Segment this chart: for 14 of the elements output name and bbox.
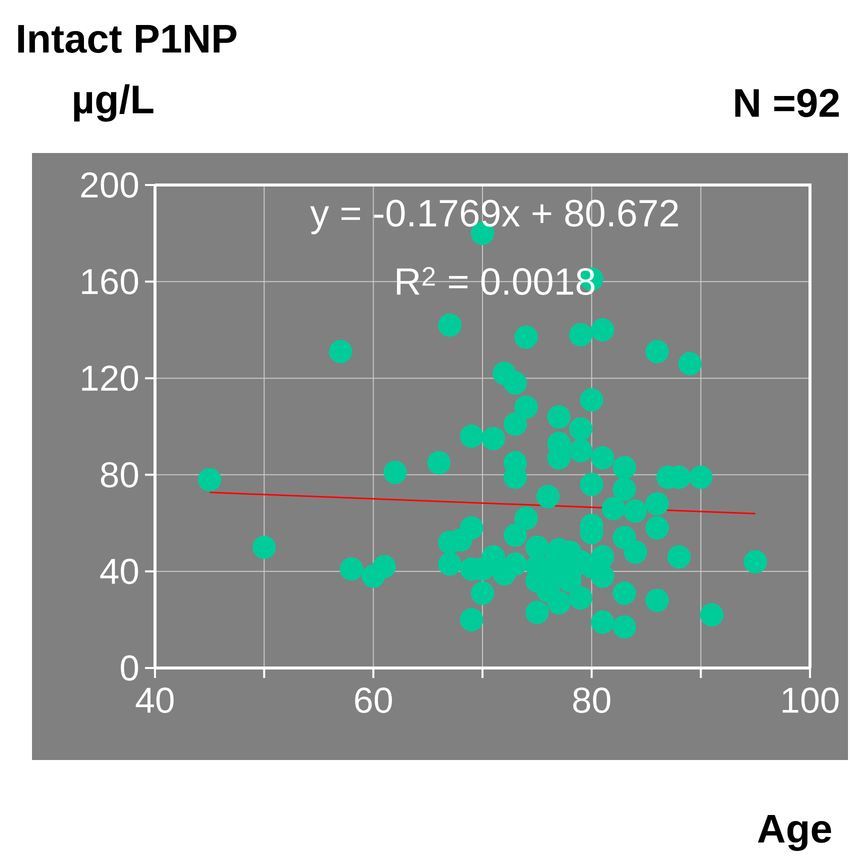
y-tick-label: 40 <box>100 558 138 584</box>
x-tick-label: 80 <box>573 688 610 714</box>
x-tick-label: 40 <box>136 688 174 714</box>
text: N =92 <box>735 88 839 118</box>
x-tick-label: 60 <box>355 688 392 714</box>
x-tick-label: 100 <box>782 688 839 714</box>
chart-title: Intact P1NP <box>18 25 236 53</box>
y-tick-label: 200 <box>81 172 138 198</box>
y-tick-label: 160 <box>82 268 138 294</box>
y-tick-label: 120 <box>82 365 138 391</box>
y-axis-title: µg/L <box>74 84 154 122</box>
y-tick-label: 0 <box>120 655 138 681</box>
y-tick-label: 80 <box>100 462 138 488</box>
text: Age <box>758 815 832 851</box>
